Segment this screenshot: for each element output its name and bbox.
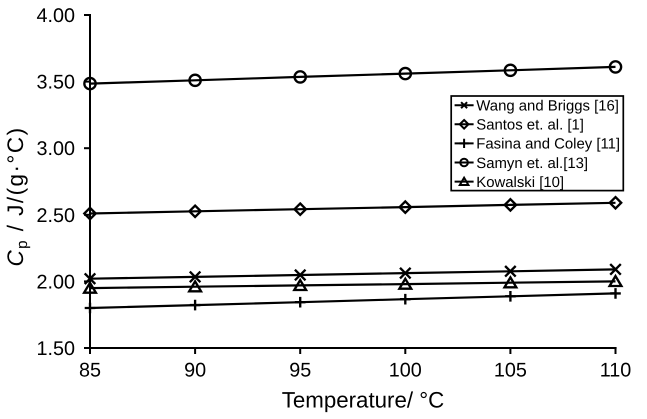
svg-text:1.50: 1.50 xyxy=(36,338,75,360)
svg-text:Samyn et. al.[13]: Samyn et. al.[13] xyxy=(476,156,588,172)
svg-text:Wang and Briggs [16]: Wang and Briggs [16] xyxy=(476,99,619,115)
svg-text:Santos et. al. [1]: Santos et. al. [1] xyxy=(476,118,584,134)
svg-text:100: 100 xyxy=(389,360,422,382)
svg-text:110: 110 xyxy=(600,360,632,382)
svg-text:Cp / J/(g·°C): Cp / J/(g·°C) xyxy=(3,126,31,266)
svg-text:90: 90 xyxy=(184,360,206,382)
svg-text:105: 105 xyxy=(494,360,527,382)
svg-text:3.00: 3.00 xyxy=(36,138,75,160)
svg-text:Temperature/ °C: Temperature/ °C xyxy=(282,388,445,413)
svg-text:4.00: 4.00 xyxy=(36,5,75,27)
svg-text:Kowalski [10]: Kowalski [10] xyxy=(476,175,564,191)
svg-text:3.50: 3.50 xyxy=(36,72,75,94)
svg-text:95: 95 xyxy=(289,360,311,382)
svg-text:2.50: 2.50 xyxy=(36,205,75,227)
svg-text:2.00: 2.00 xyxy=(36,271,75,293)
svg-text:Fasina and Coley [11]: Fasina and Coley [11] xyxy=(476,137,620,153)
svg-text:85: 85 xyxy=(79,360,101,382)
